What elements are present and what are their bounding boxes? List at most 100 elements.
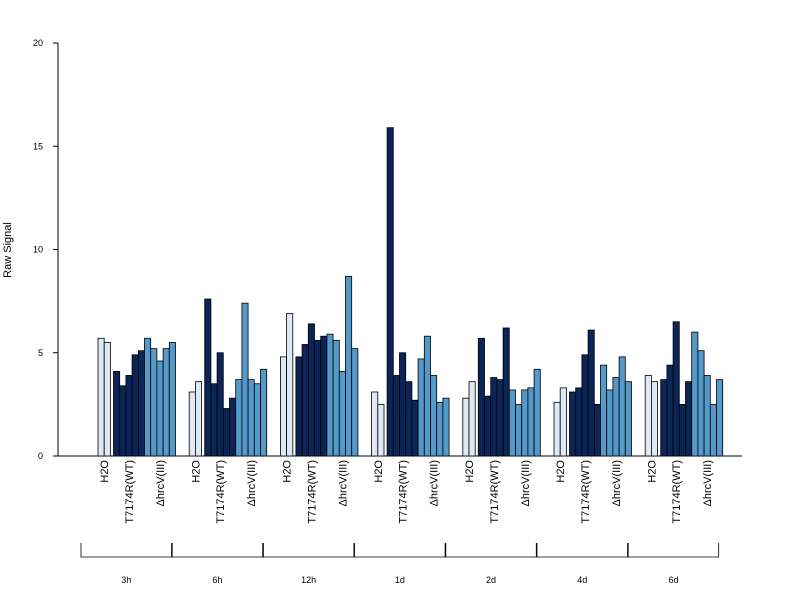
- x-group-label-hrcv-iii: ΔhrcV(III): [611, 460, 623, 506]
- x-group-label-t7174r-wt: T7174R(WT): [215, 460, 227, 524]
- y-tick-label: 5: [38, 348, 43, 358]
- bar-6h-h2o-1: [188, 391, 196, 457]
- bar-2d-t7174r-wt-2: [484, 395, 492, 457]
- bar-4d-t7174r-wt-2: [575, 387, 583, 457]
- bar-6d-hrcv-iii-4: [709, 403, 717, 457]
- bar-12h-t7174r-wt-3: [307, 323, 315, 457]
- bar-3h-hrcv-iii-5: [168, 342, 176, 457]
- bar-4d-hrcv-iii-3: [612, 377, 620, 457]
- bar-6h-hrcv-iii-5: [260, 368, 268, 457]
- timepoint-bracket: [627, 543, 720, 558]
- bar-1d-h2o-1: [371, 391, 379, 457]
- bar-6h-hrcv-iii-1: [235, 379, 243, 457]
- bar-4d-t7174r-wt-3: [581, 354, 589, 457]
- timepoint-label: 3h: [121, 575, 131, 585]
- bar-6h-t7174r-wt-5: [229, 397, 237, 457]
- bar-6d-t7174r-wt-1: [660, 379, 668, 457]
- x-group-label-h2o: H2O: [373, 460, 385, 483]
- x-group-label-hrcv-iii: ΔhrcV(III): [337, 460, 349, 506]
- bar-12h-h2o-2: [286, 313, 294, 457]
- y-axis: 0 5 10 15 20: [33, 38, 59, 461]
- bar-1d-hrcv-iii-3: [430, 375, 438, 457]
- x-group-label-h2o: H2O: [464, 460, 476, 483]
- bar-6h-t7174r-wt-3: [216, 352, 224, 457]
- timepoint-label: 6h: [212, 575, 222, 585]
- bar-6d-hrcv-iii-2: [697, 350, 705, 457]
- x-group-label-hrcv-iii: ΔhrcV(III): [246, 460, 258, 506]
- bar-2d-hrcv-iii-4: [527, 387, 535, 457]
- timepoint-bracket: [171, 543, 264, 558]
- bar-3h-hrcv-iii-2: [150, 348, 158, 457]
- x-group-label-hrcv-iii: ΔhrcV(III): [702, 460, 714, 506]
- timepoint-label: 2d: [486, 575, 496, 585]
- bar-6d-h2o-2: [651, 381, 659, 457]
- x-group-label-h2o: H2O: [190, 460, 202, 483]
- bar-3h-t7174r-wt-3: [125, 375, 133, 457]
- bar-2d-t7174r-wt-3: [490, 377, 498, 457]
- bar-6h-t7174r-wt-4: [222, 408, 230, 457]
- timepoint-label: 1d: [395, 575, 405, 585]
- bar-2d-hrcv-iii-3: [521, 389, 529, 457]
- bar-2d-t7174r-wt-1: [477, 337, 485, 457]
- bar-3h-t7174r-wt-1: [113, 370, 121, 457]
- bar-6h-hrcv-iii-3: [247, 379, 255, 457]
- bar-3h-hrcv-iii-1: [144, 337, 152, 457]
- bar-12h-t7174r-wt-2: [301, 344, 309, 457]
- timepoint-brackets: 3h 6h 12h 1d 2d 4d 6d: [80, 543, 720, 585]
- y-tick-label: 15: [33, 141, 43, 151]
- bar-6h-t7174r-wt-2: [210, 383, 218, 457]
- bar-1d-t7174r-wt-2: [392, 375, 400, 457]
- bar-6d-t7174r-wt-5: [685, 381, 693, 457]
- timepoint-bracket: [445, 543, 537, 558]
- bar-4d-hrcv-iii-2: [606, 389, 614, 457]
- bar-3h-t7174r-wt-5: [137, 350, 145, 457]
- bar-3h-h2o-2: [103, 342, 111, 457]
- bar-12h-h2o-1: [279, 356, 287, 457]
- bar-6h-h2o-2: [194, 381, 202, 457]
- bar-6d-h2o-1: [644, 375, 652, 457]
- x-category-labels: H2O T7174R(WT) ΔhrcV(III) H2O T7174R(WT) Δhrc…: [99, 460, 714, 524]
- bar-6d-hrcv-iii-1: [691, 331, 699, 457]
- timepoint-bracket: [354, 543, 446, 558]
- bar-6h-hrcv-iii-4: [253, 383, 261, 457]
- timepoint-label: 4d: [577, 575, 587, 585]
- bar-12h-t7174r-wt-1: [295, 356, 303, 457]
- timepoint-label: 6d: [668, 575, 678, 585]
- bar-2d-t7174r-wt-4: [496, 379, 504, 457]
- bar-1d-hrcv-iii-4: [436, 401, 444, 457]
- x-group-label-hrcv-iii: ΔhrcV(III): [520, 460, 532, 506]
- bar-12h-hrcv-iii-5: [351, 348, 359, 457]
- bar-1d-hrcv-iii-1: [417, 358, 425, 457]
- bar-6d-hrcv-iii-5: [716, 379, 724, 457]
- timepoint-bracket: [263, 543, 355, 558]
- bar-4d-t7174r-wt-1: [569, 391, 577, 457]
- bars-layer: [97, 127, 724, 457]
- bar-6h-hrcv-iii-2: [241, 302, 249, 457]
- y-tick-label: 10: [33, 245, 43, 255]
- x-group-label-t7174r-wt: T7174R(WT): [489, 460, 501, 524]
- bar-1d-t7174r-wt-5: [411, 399, 419, 457]
- x-group-label-hrcv-iii: ΔhrcV(III): [155, 460, 167, 506]
- bar-1d-hrcv-iii-5: [442, 397, 450, 457]
- bar-2d-hrcv-iii-1: [508, 389, 516, 457]
- bar-3h-hrcv-iii-3: [156, 360, 164, 457]
- bar-6d-hrcv-iii-3: [703, 375, 711, 457]
- bar-3h-t7174r-wt-2: [119, 385, 127, 457]
- bar-12h-hrcv-iii-2: [332, 339, 340, 457]
- timepoint-bracket: [80, 543, 172, 558]
- bar-12h-hrcv-iii-4: [345, 275, 353, 457]
- bar-1d-t7174r-wt-3: [399, 352, 407, 457]
- bar-12h-hrcv-iii-3: [338, 370, 346, 457]
- bar-4d-h2o-2: [559, 387, 567, 457]
- bar-12h-t7174r-wt-4: [314, 339, 322, 457]
- bar-12h-hrcv-iii-1: [326, 333, 334, 457]
- bar-12h-t7174r-wt-5: [320, 335, 328, 457]
- bar-6d-t7174r-wt-4: [678, 403, 686, 457]
- bar-1d-t7174r-wt-1: [386, 127, 394, 457]
- bar-4d-hrcv-iii-4: [618, 356, 626, 457]
- x-group-label-t7174r-wt: T7174R(WT): [306, 460, 318, 524]
- x-group-label-h2o: H2O: [555, 460, 567, 483]
- bar-2d-t7174r-wt-5: [502, 327, 510, 457]
- x-group-label-h2o: H2O: [99, 460, 111, 483]
